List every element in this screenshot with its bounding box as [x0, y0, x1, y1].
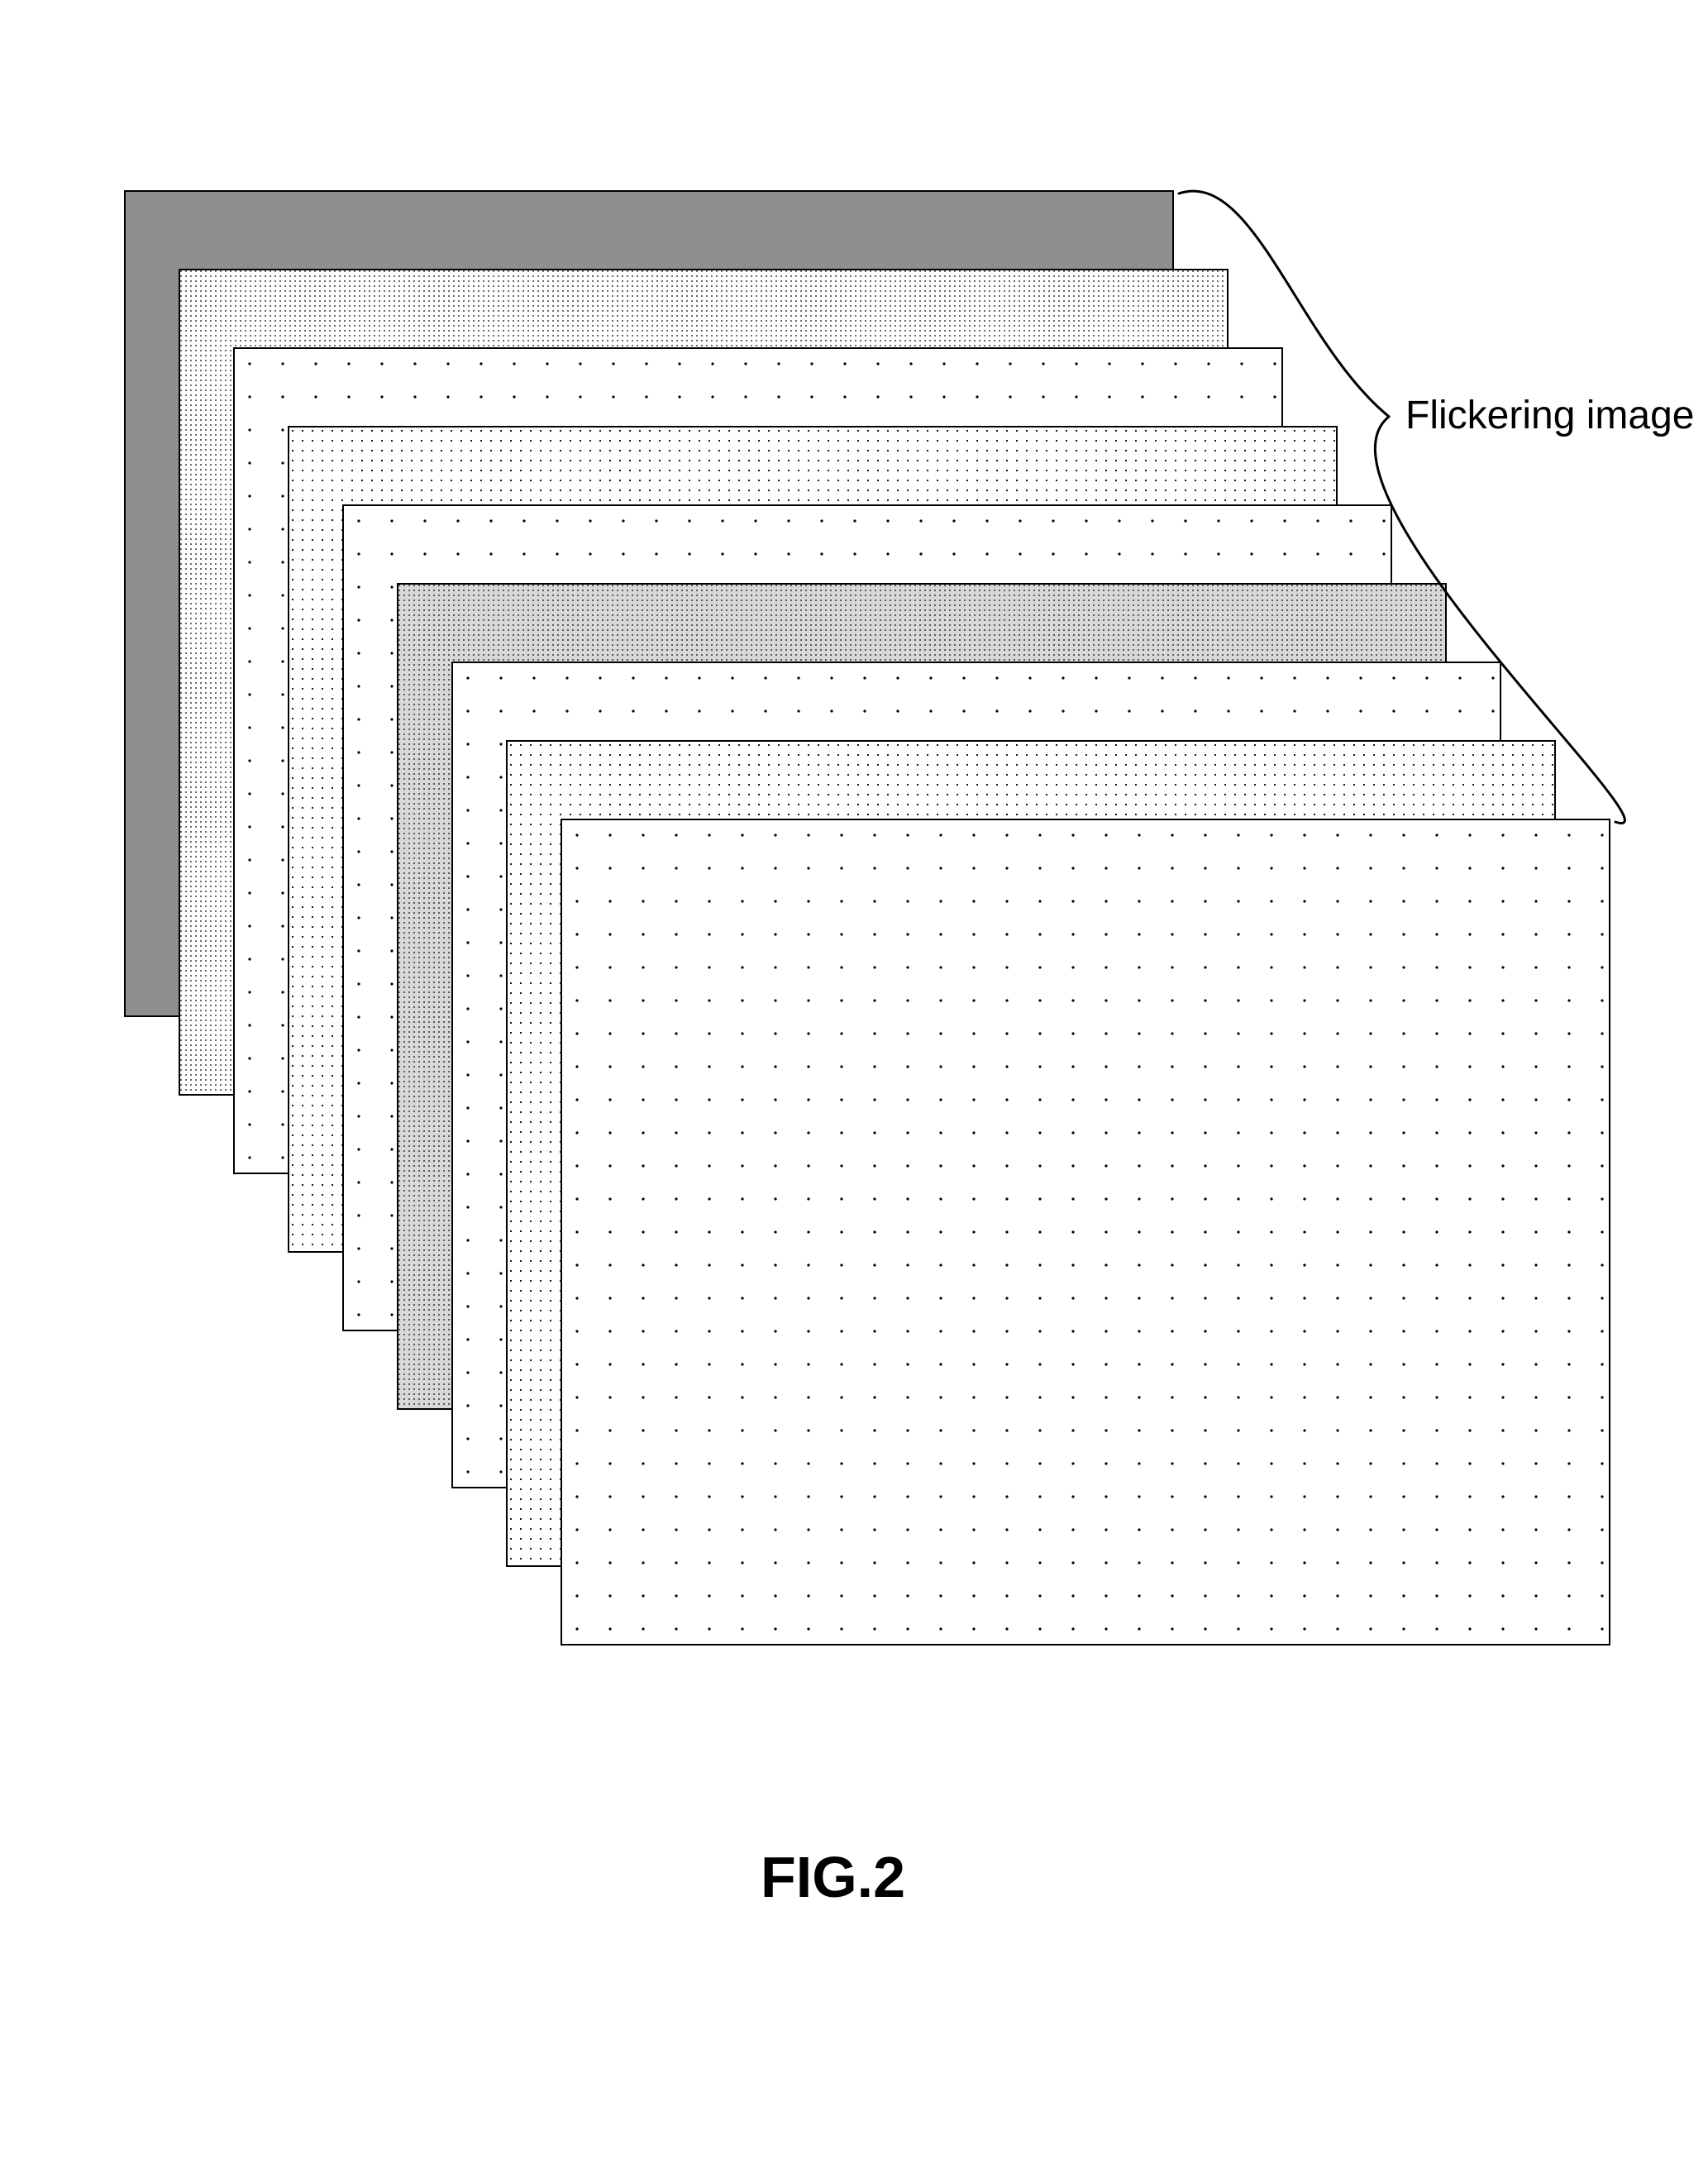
figure-stage: Flickering image FIG.2: [0, 0, 1708, 2183]
figure-caption: FIG.2: [761, 1844, 905, 1910]
annotation-label: Flickering image: [1405, 393, 1694, 438]
